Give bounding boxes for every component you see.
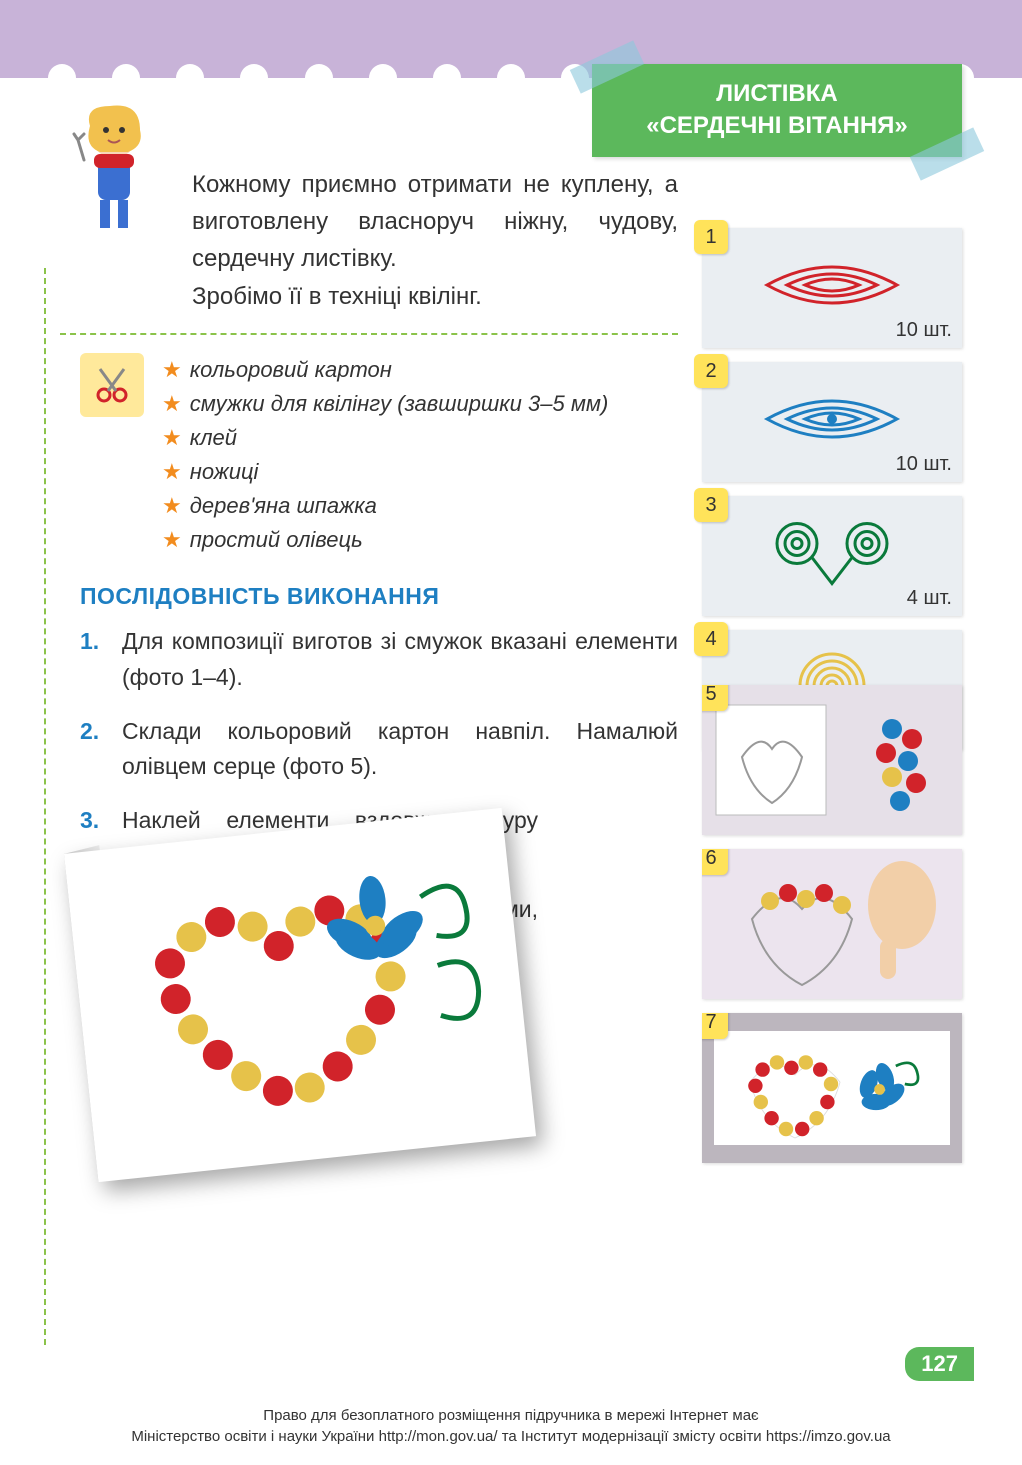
scissors-icon bbox=[80, 353, 144, 417]
eye-shape-icon bbox=[757, 389, 907, 449]
material-text: клей bbox=[190, 425, 237, 450]
material-text: дерев'яна шпажка bbox=[190, 493, 377, 518]
material-text: кольоровий картон bbox=[190, 357, 392, 382]
finished-card-photo bbox=[64, 808, 536, 1182]
quilling-sample: 3 4 шт. bbox=[702, 496, 962, 616]
sample-number-badge: 3 bbox=[694, 488, 728, 522]
star-bullet: ★ bbox=[162, 527, 182, 552]
sample-number-badge: 4 bbox=[694, 622, 728, 656]
star-bullet: ★ bbox=[162, 459, 182, 484]
step-photo: 6 bbox=[702, 849, 962, 999]
page-number: 127 bbox=[905, 1347, 974, 1381]
material-item: ★ ножиці bbox=[162, 455, 608, 489]
double-scroll-icon bbox=[757, 518, 907, 588]
textbook-page: ЛИСТІВКА «СЕРДЕЧНІ ВІТАННЯ» Кожному приє… bbox=[0, 0, 1022, 1465]
quilling-sample: 1 10 шт. bbox=[702, 228, 962, 348]
title-line-2: «СЕРДЕЧНІ ВІТАННЯ» bbox=[602, 110, 952, 142]
materials-block: ★ кольоровий картон ★ смужки для квілінгу … bbox=[80, 353, 678, 558]
dashed-separator bbox=[60, 333, 678, 335]
footer-line: Міністерство освіти і науки України http… bbox=[0, 1426, 1022, 1447]
intro-text: Кожному приємно отримати не куплену, а в… bbox=[192, 166, 678, 315]
photo-number-badge: 5 bbox=[702, 685, 728, 711]
step-text: Склади кольоровий картон навпіл. Намалюй… bbox=[122, 714, 678, 785]
footer-text: Право для безоплатного розміщення підруч… bbox=[0, 1405, 1022, 1447]
sample-quantity: 10 шт. bbox=[896, 453, 952, 476]
photo-number-badge: 6 bbox=[702, 849, 728, 875]
left-margin-dash bbox=[44, 268, 46, 1345]
step-photos: 5 6 bbox=[702, 685, 962, 1163]
lesson-title: ЛИСТІВКА «СЕРДЕЧНІ ВІТАННЯ» bbox=[592, 64, 962, 157]
step-text: Для композиції виготов зі смужок вказані… bbox=[122, 624, 678, 695]
star-bullet: ★ bbox=[162, 493, 182, 518]
photo-number-badge: 7 bbox=[702, 1013, 728, 1039]
step-number: 2. bbox=[80, 714, 108, 785]
step-photo: 5 bbox=[702, 685, 962, 835]
step-photo: 7 bbox=[702, 1013, 962, 1163]
footer-line: Право для безоплатного розміщення підруч… bbox=[0, 1405, 1022, 1426]
eye-shape-icon bbox=[757, 255, 907, 315]
material-item: ★ простий олівець bbox=[162, 523, 608, 557]
material-item: ★ дерев'яна шпажка bbox=[162, 489, 608, 523]
material-item: ★ смужки для квілінгу (завширшки 3–5 мм) bbox=[162, 387, 608, 421]
character-illustration bbox=[64, 96, 164, 236]
material-text: смужки для квілінгу (завширшки 3–5 мм) bbox=[190, 391, 609, 416]
sample-number-badge: 2 bbox=[694, 354, 728, 388]
step-item: 1.Для композиції виготов зі смужок вказа… bbox=[80, 624, 678, 695]
material-text: простий олівець bbox=[190, 527, 363, 552]
step-item: 2.Склади кольоровий картон навпіл. Намал… bbox=[80, 714, 678, 785]
materials-list: ★ кольоровий картон ★ смужки для квілінгу … bbox=[162, 353, 608, 558]
sample-quantity: 10 шт. bbox=[896, 319, 952, 342]
sample-quantity: 4 шт. bbox=[907, 587, 952, 610]
material-text: ножиці bbox=[190, 459, 259, 484]
quilling-sample: 2 10 шт. bbox=[702, 362, 962, 482]
material-item: ★ кольоровий картон bbox=[162, 353, 608, 387]
star-bullet: ★ bbox=[162, 357, 182, 382]
star-bullet: ★ bbox=[162, 391, 182, 416]
star-bullet: ★ bbox=[162, 425, 182, 450]
sample-number-badge: 1 bbox=[694, 220, 728, 254]
title-line-1: ЛИСТІВКА bbox=[602, 78, 952, 110]
material-item: ★ клей bbox=[162, 421, 608, 455]
sequence-heading: ПОСЛІДОВНІСТЬ ВИКОНАННЯ bbox=[80, 583, 678, 610]
step-number: 1. bbox=[80, 624, 108, 695]
